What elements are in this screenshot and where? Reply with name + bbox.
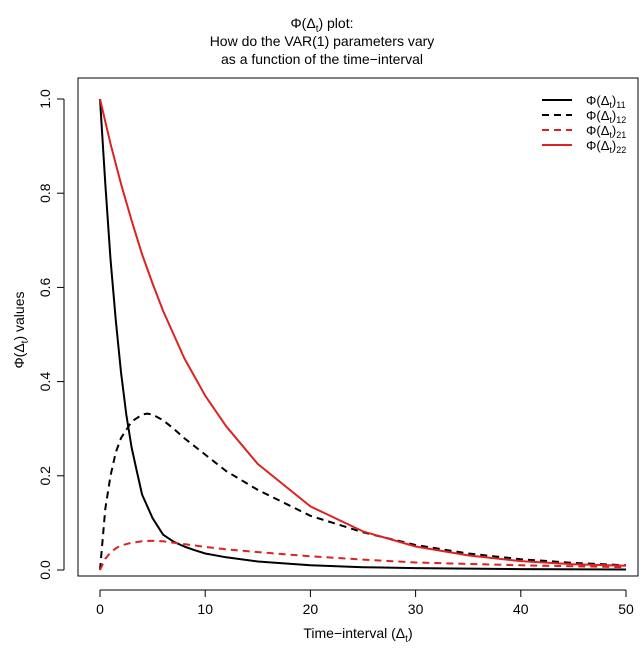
y-tick-label: 0.2 bbox=[37, 466, 53, 486]
y-axis-label: Φ(Δt) values bbox=[11, 292, 31, 369]
legend-label-12: Φ(Δt)12 bbox=[586, 108, 626, 125]
legend-label-11: Φ(Δt)11 bbox=[586, 93, 626, 110]
chart-title: Φ(Δt) plot: How do the VAR(1) parameters… bbox=[210, 15, 435, 67]
title-line-1: Φ(Δt) plot: bbox=[291, 15, 354, 35]
series-line-12 bbox=[99, 412, 627, 571]
x-tick-label: 40 bbox=[513, 601, 529, 617]
x-tick-label: 50 bbox=[618, 601, 634, 617]
legend-label-22: Φ(Δt)22 bbox=[586, 138, 626, 155]
x-axis: 0 10 20 30 40 50 bbox=[96, 589, 634, 617]
x-axis-label: Time−interval (Δt) bbox=[303, 625, 412, 645]
series-group bbox=[99, 98, 627, 571]
x-tick-label: 0 bbox=[96, 601, 104, 617]
series-line-21 bbox=[99, 539, 627, 571]
plot-frame bbox=[77, 77, 639, 577]
title-line-2: How do the VAR(1) parameters vary bbox=[210, 33, 435, 49]
y-tick-label: 0.4 bbox=[37, 372, 53, 392]
x-tick-label: 30 bbox=[408, 601, 424, 617]
series-line-11 bbox=[99, 98, 627, 571]
y-tick-label: 0.8 bbox=[37, 183, 53, 203]
y-axis: 0.0 0.2 0.4 0.6 0.8 1.0 bbox=[37, 89, 65, 580]
x-tick-label: 10 bbox=[197, 601, 213, 617]
y-tick-label: 0.0 bbox=[37, 560, 53, 580]
title-line-3: as a function of the time−interval bbox=[221, 51, 423, 67]
legend: Φ(Δt)11Φ(Δt)12Φ(Δt)21Φ(Δt)22 bbox=[542, 93, 626, 155]
series-line-22 bbox=[99, 98, 627, 567]
legend-label-21: Φ(Δt)21 bbox=[586, 123, 626, 140]
x-tick-label: 20 bbox=[303, 601, 319, 617]
y-tick-label: 0.6 bbox=[37, 277, 53, 297]
y-tick-label: 1.0 bbox=[37, 89, 53, 109]
